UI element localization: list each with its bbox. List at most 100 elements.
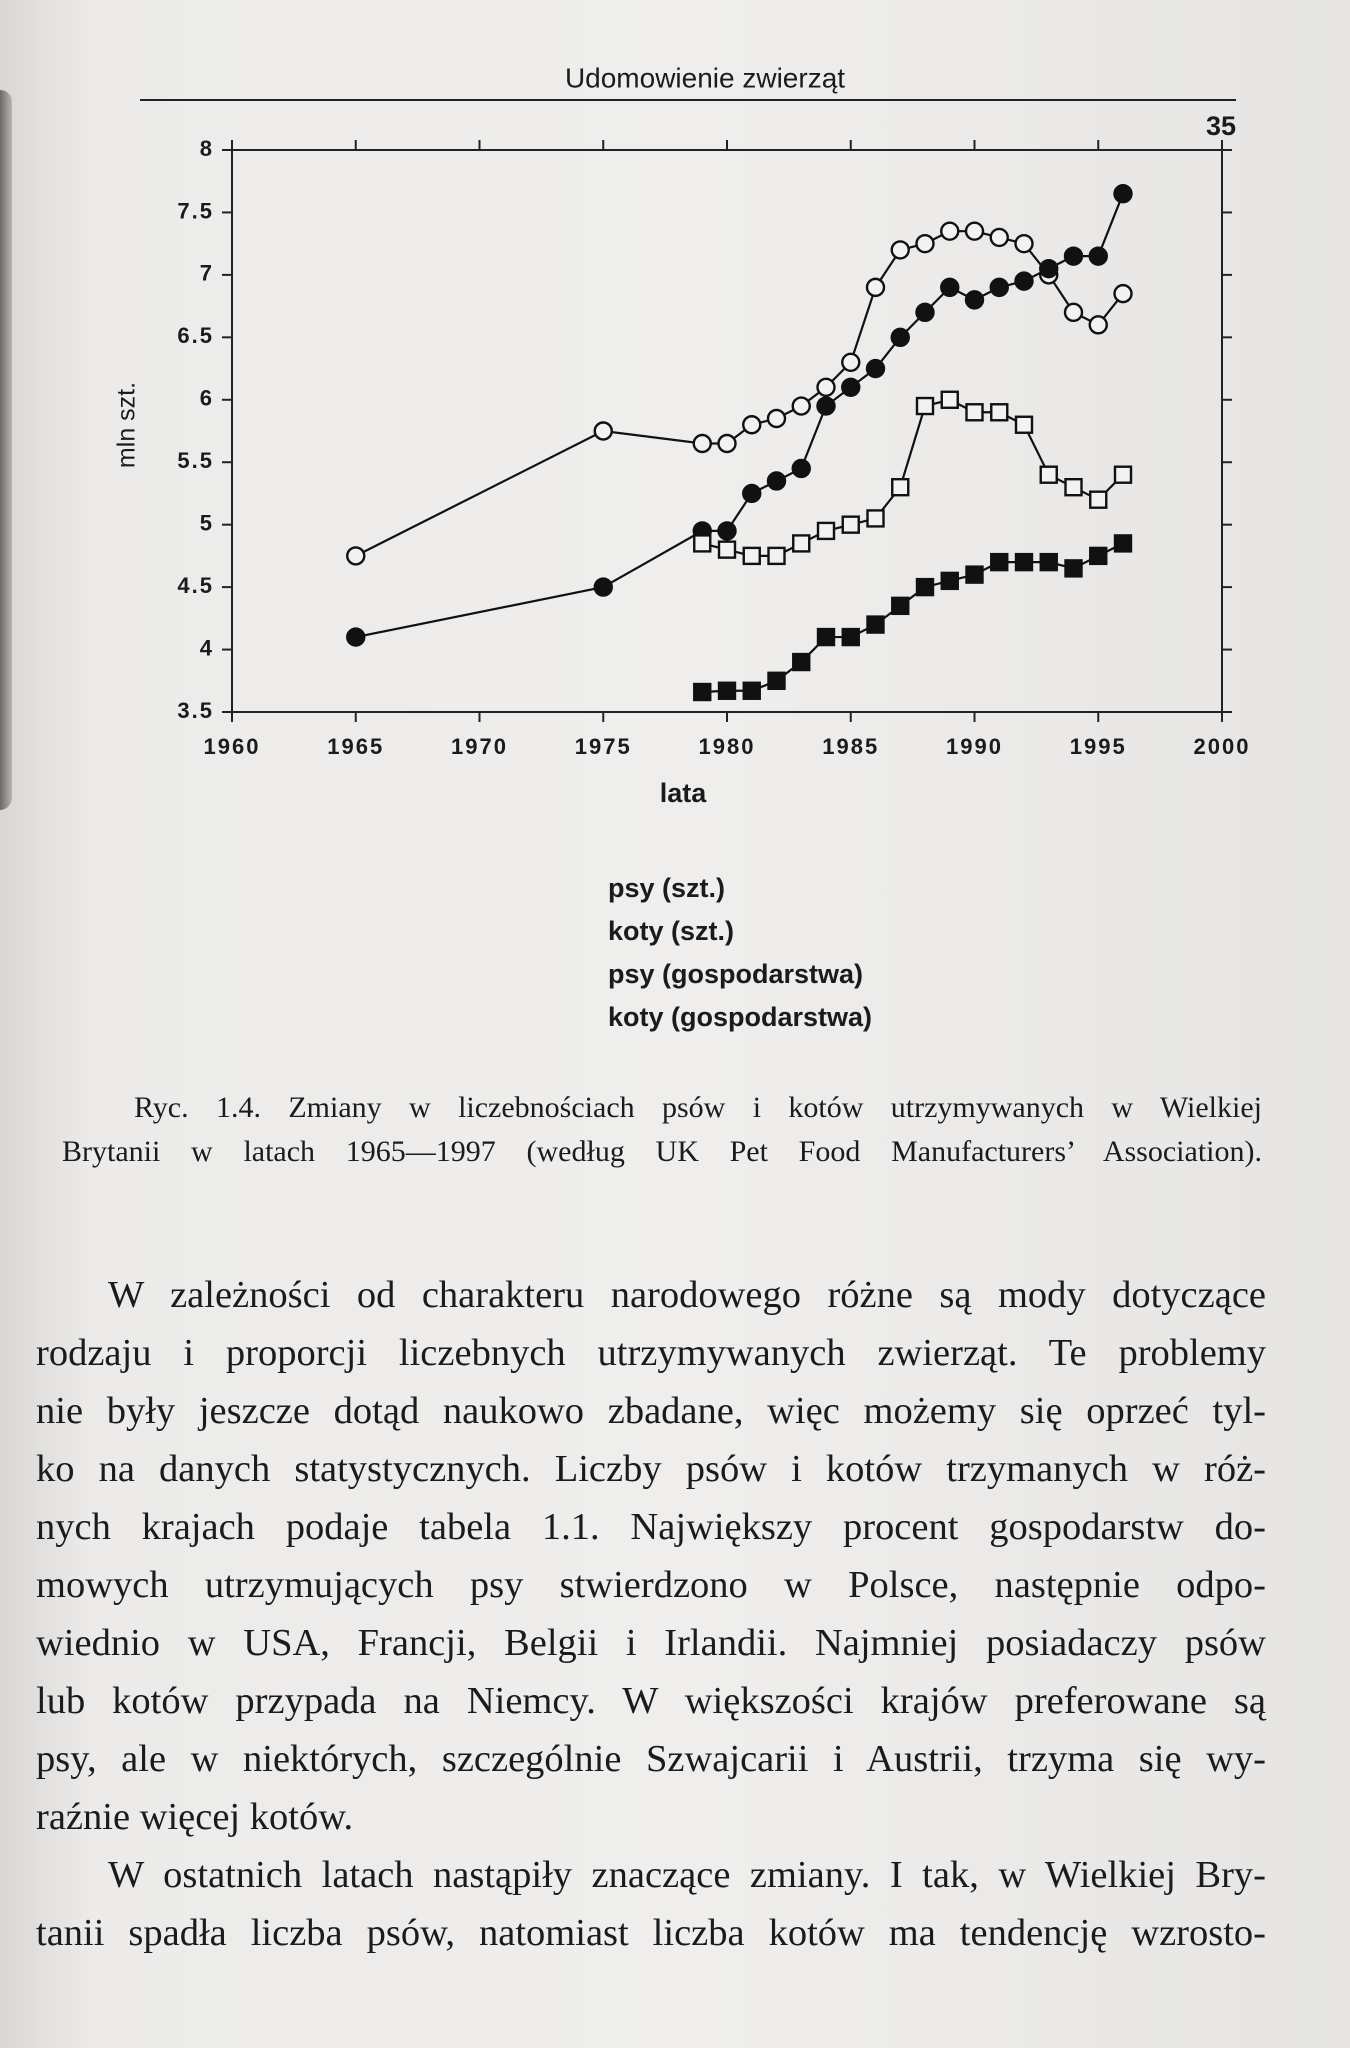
square-marker [767,671,786,690]
text-line: nie były jeszcze dotąd naukowo zbadane, … [36,1390,1266,1432]
circle-marker [915,302,935,323]
text-line: lub kotów przypada na Niemcy. W większoś… [36,1680,1266,1722]
caption-line: Brytanii w latach 1965—1997 (według UK P… [62,1135,1262,1168]
square-marker [866,615,885,634]
circle-marker [791,396,811,416]
square-marker [965,565,984,584]
circle-marker [865,358,886,379]
y-tick-label: 3.5 [177,698,214,723]
square-marker [816,521,836,541]
y-tick-label: 7 [200,261,214,286]
circle-marker [890,240,910,260]
square-marker [742,546,761,566]
legend-entry: psy (gospodarstwa) [608,959,863,989]
circle-marker [841,352,861,373]
text-line: tanii spadła liczba psów, natomiast licz… [36,1912,1266,1954]
x-tick-label: 1985 [822,734,879,759]
text-line: wiednio w USA, Francji, Belgii i Irlandi… [36,1622,1266,1664]
figure-caption: Ryc. 1.4. Zmiany w liczebnościach psów i… [62,1086,1262,1174]
x-tick-label: 1970 [451,734,508,759]
square-marker [841,627,860,647]
series-line [355,230,1124,557]
square-marker [792,534,811,553]
body-text: W zależności od charakteru narodowego ró… [36,1266,1266,1962]
square-marker [841,515,860,534]
text-line: mowych utrzymujących psy stwierdzono w P… [36,1564,1266,1606]
text-line: raźnie więcej kotów. [36,1796,354,1838]
text-line: W ostatnich latach nastąpiły znaczące zm… [108,1854,1266,1896]
x-tick-label: 1980 [699,734,756,759]
legend-entry: psy (szt.) [608,873,725,903]
series-line [701,398,1124,557]
y-tick-label: 5.5 [177,448,214,473]
square-marker [717,540,737,559]
circle-marker [742,483,762,504]
y-tick-label: 6.5 [177,323,214,348]
circle-marker [1113,283,1133,304]
square-marker [1089,490,1108,509]
square-marker [1113,465,1133,484]
square-marker [1039,465,1058,484]
circle-marker [1063,246,1084,266]
circle-marker [1039,258,1059,279]
circle-marker [989,227,1009,248]
y-tick-label: 6 [200,386,214,411]
square-marker [792,652,811,672]
legend-entry: koty (gospodarstwa) [608,1002,872,1032]
square-marker [1113,534,1133,553]
plot-frame [231,149,1223,713]
square-marker [717,681,737,700]
square-marker [767,546,786,566]
x-tick-label: 1995 [1070,734,1127,759]
square-marker [940,571,959,591]
square-marker [1089,546,1108,566]
square-marker [965,403,984,422]
square-marker [891,596,910,616]
circle-marker [766,408,787,429]
text-line: ko na danych statystycznych. Liczby psów… [36,1448,1266,1490]
square-marker [1064,478,1083,497]
series-line [702,542,1124,694]
circle-marker [1088,246,1108,266]
circle-marker [1063,302,1084,323]
circle-marker [865,277,886,298]
square-marker [693,682,712,702]
circle-marker [915,233,935,254]
circle-marker [816,377,836,397]
circle-marker [593,421,613,441]
square-marker [915,577,935,597]
circle-marker [940,277,960,298]
text-line: psy, ale w niektórych, szczególnie Szwaj… [36,1738,1266,1780]
legend-entry: koty (szt.) [608,916,734,946]
circle-marker [717,433,737,454]
circle-marker [766,471,787,491]
text-line: nych krajach podaje tabela 1.1. Najwięks… [36,1506,1266,1548]
square-marker [1014,415,1034,434]
circle-marker [593,577,613,597]
circle-marker [791,458,811,479]
y-tick-label: 8 [200,136,214,161]
running-header: Udomowienie zwierząt [565,62,845,93]
y-tick-label: 4 [200,635,214,660]
square-marker [990,403,1009,422]
text-line: rodzaju i proporcji liczebnych utrzymywa… [36,1332,1266,1374]
page-number: 35 [1206,111,1236,141]
square-marker [866,509,885,528]
square-marker [915,396,935,416]
x-tick-label: 1990 [946,734,1003,759]
text-line: W zależności od charakteru narodowego ró… [108,1274,1266,1316]
circle-marker [1088,315,1108,335]
x-tick-label: 1965 [327,734,384,759]
square-marker [816,627,836,647]
x-tick-label: 1975 [575,734,632,759]
book-edge [0,90,12,810]
circle-marker [346,546,366,566]
circle-marker [964,290,985,310]
circle-marker [692,433,712,454]
caption-line: Ryc. 1.4. Zmiany w liczebnościach psów i… [134,1091,1262,1124]
circle-marker [742,415,762,435]
y-axis-label: mln szt. [113,382,141,468]
square-marker [1039,552,1058,572]
circle-marker [1113,184,1133,204]
